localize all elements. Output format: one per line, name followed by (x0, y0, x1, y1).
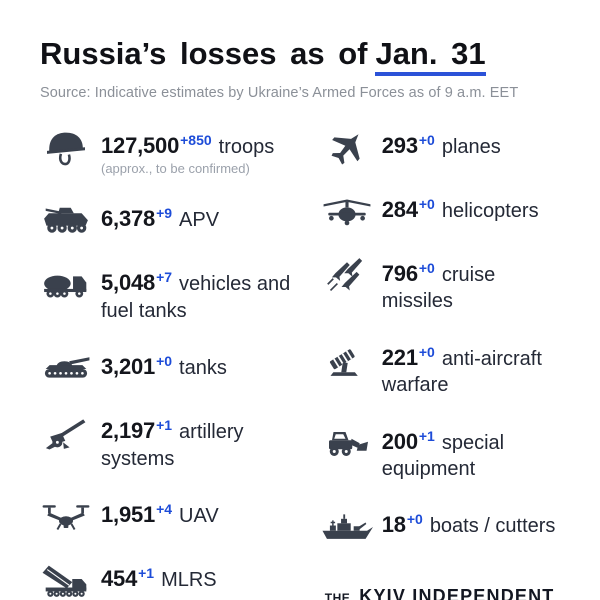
stat-value: 221 (381, 344, 418, 370)
title-text: Russia’s losses as of (40, 36, 368, 71)
tank-icon (40, 350, 92, 388)
stat-item-troops: 127,500+850 troops (approx., to be confir… (40, 129, 303, 176)
stat-item-anti-aircraft: 221+0 anti-aircraft warfare (321, 341, 570, 399)
stat-label: anti-aircraft warfare (381, 347, 542, 397)
stat-item-helicopters: 284+0 helicopters (321, 193, 570, 231)
stats-column-left: 127,500+850 troops (approx., to be confir… (40, 129, 303, 600)
stat-value: 293 (381, 133, 418, 158)
source-line: Source: Indicative estimates by Ukraine’… (40, 85, 519, 101)
stat-item-boats: 18+0 boats / cutters (321, 508, 570, 546)
stat-label: troops (218, 136, 275, 158)
mlrs-icon (40, 562, 92, 600)
stat-value: 2,197 (101, 418, 156, 444)
stat-item-uav: 1,951+4 UAV (40, 498, 303, 536)
stat-item-mlrs: 454+1 MLRS (40, 562, 303, 600)
stat-delta: +0 (418, 343, 435, 360)
stat-label: UAV (179, 504, 219, 527)
stat-item-apv: 6,378+9 APV (40, 202, 303, 240)
stat-value: 200 (381, 428, 418, 454)
stat-delta: +1 (156, 417, 173, 434)
helmet-icon (40, 129, 92, 167)
artillery-icon (40, 414, 92, 452)
logo-the-text: THE (325, 591, 351, 600)
stat-label: boats / cutters (429, 515, 556, 538)
title-date: Jan. 31 (375, 36, 486, 76)
stat-item-planes: 293+0 planes (321, 129, 570, 167)
cruise-missiles-icon (321, 257, 373, 295)
stat-label: MLRS (161, 568, 217, 591)
stat-delta: +9 (156, 205, 173, 222)
stat-item-special-equipment: 200+1 special equipment (321, 425, 570, 483)
stat-label: helicopters (441, 200, 539, 222)
special-equipment-icon (321, 425, 373, 463)
stat-delta: +0 (406, 511, 423, 528)
page-title: Russia’s losses as of Jan. 31 (40, 36, 570, 76)
helicopter-icon (321, 193, 373, 231)
stat-item-artillery: 2,197+1 artillery systems (40, 414, 303, 472)
stat-note: (approx., to be confirmed) (101, 161, 250, 177)
stat-delta: +7 (156, 269, 173, 286)
stat-value: 796 (381, 261, 418, 286)
boat-icon (321, 508, 373, 546)
stat-delta: +4 (156, 500, 173, 517)
stat-label: artillery systems (101, 421, 244, 470)
stat-delta: +0 (418, 260, 435, 276)
stat-item-vehicles: 5,048+7 vehicles and fuel tanks (40, 266, 303, 324)
stat-value: 454 (101, 565, 138, 591)
stat-delta: +0 (418, 132, 435, 148)
apv-icon (40, 202, 92, 240)
stat-label: tanks (179, 357, 227, 380)
stat-value: 284 (381, 197, 418, 222)
anti-aircraft-icon (321, 341, 373, 379)
stat-value: 6,378 (101, 206, 156, 232)
stat-value: 18 (381, 512, 406, 538)
stat-delta: +0 (156, 353, 173, 370)
jet-icon (321, 129, 373, 167)
stat-value: 3,201 (101, 354, 156, 380)
stat-delta: +1 (418, 427, 435, 444)
logo-name-text: KYIV INDEPENDENT (359, 586, 555, 600)
stat-value: 127,500 (101, 133, 180, 158)
stat-label: APV (179, 209, 220, 232)
stat-delta: +0 (418, 196, 435, 212)
stat-label: vehicles and fuel tanks (101, 273, 291, 322)
stat-value: 5,048 (101, 270, 156, 296)
stat-label: special equipment (381, 431, 505, 480)
drone-icon (40, 498, 92, 536)
stat-label: planes (441, 136, 501, 158)
stats-grid: 127,500+850 troops (approx., to be confir… (40, 129, 570, 600)
fuel-truck-icon (40, 266, 92, 304)
stat-item-cruise-missiles: 796+0 cruise missiles (321, 257, 570, 315)
stat-delta: +1 (138, 564, 155, 581)
stat-delta: +850 (180, 132, 212, 148)
stat-label: cruise missiles (381, 264, 496, 313)
stat-value: 1,951 (101, 501, 156, 527)
stats-column-right: 293+0 planes 284+0 helicopters (321, 129, 570, 600)
kyiv-independent-logo: THE KYIV INDEPENDENT (321, 586, 570, 600)
stat-item-tanks: 3,201+0 tanks (40, 350, 303, 388)
